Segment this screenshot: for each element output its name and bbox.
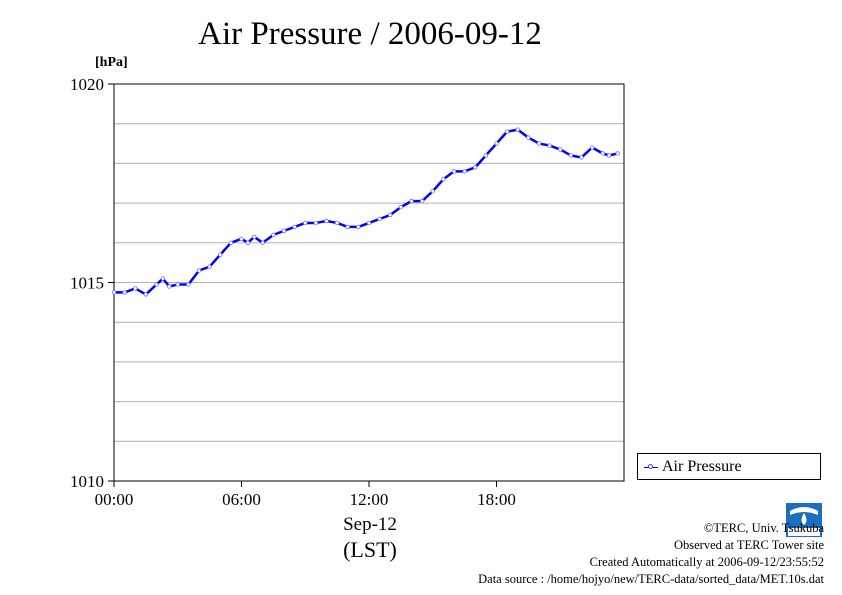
data-point (239, 236, 244, 242)
data-point (292, 224, 297, 230)
terc-logo (786, 503, 822, 537)
data-point (547, 143, 552, 148)
x-tick-label: 18:00 (477, 490, 516, 509)
data-point (568, 153, 574, 158)
data-point (111, 290, 117, 295)
legend-label: Air Pressure (662, 457, 742, 475)
y-tick-label: 1020 (70, 75, 104, 94)
data-point (122, 290, 127, 295)
data-point (430, 188, 435, 194)
data-point (281, 228, 287, 234)
data-point (303, 220, 308, 226)
data-point (526, 135, 531, 140)
data-point (388, 212, 393, 218)
series-line (114, 128, 618, 296)
y-tick-label: 1015 (70, 274, 104, 293)
footer-source: Data source : /home/hojyo/new/TERC-data/… (478, 572, 824, 586)
data-point (606, 153, 612, 158)
data-point (483, 153, 489, 158)
data-point (313, 220, 319, 226)
data-point (366, 220, 372, 226)
footer-observed: Observed at TERC Tower site (673, 538, 824, 552)
data-point (473, 165, 478, 170)
data-point (245, 240, 251, 245)
data-point (451, 169, 457, 174)
x-axis-date-label: Sep-12 (343, 514, 397, 535)
data-point (260, 240, 265, 245)
chart-title: Air Pressure / 2006-09-12 (198, 16, 542, 52)
data-point (228, 240, 234, 245)
legend-swatch (644, 461, 658, 473)
data-point (589, 145, 595, 150)
data-point (186, 282, 191, 287)
data-point (345, 224, 350, 230)
data-point (579, 155, 584, 160)
data-point (133, 286, 138, 291)
data-point (154, 282, 159, 287)
data-point (419, 198, 425, 204)
data-point (218, 252, 223, 257)
data-point (324, 218, 329, 224)
data-point (558, 147, 563, 152)
data-point (462, 169, 467, 174)
footer-copyright: ©TERC, Univ. Tsukuba (703, 521, 824, 535)
footer-created: Created Automatically at 2006-09-12/23:5… (589, 555, 824, 569)
data-point (196, 268, 202, 273)
data-point (377, 216, 382, 222)
y-axis-unit: [hPa] (95, 55, 128, 70)
x-tick-label: 00:00 (95, 490, 134, 509)
data-point (207, 264, 212, 269)
data-point (252, 234, 257, 240)
legend: Air Pressure (637, 453, 821, 480)
data-point (600, 151, 605, 156)
data-point (536, 141, 542, 146)
data-point (504, 129, 510, 134)
data-point (160, 276, 166, 281)
data-point (515, 127, 520, 132)
x-axis-timezone-label: (LST) (343, 537, 397, 562)
y-tick-label: 1010 (70, 472, 104, 491)
x-tick-label: 12:00 (350, 490, 389, 509)
footer-info: ©TERC, Univ. Tsukuba Observed at TERC To… (478, 520, 824, 588)
data-point (494, 141, 499, 146)
data-point (356, 224, 361, 230)
data-point (441, 177, 446, 182)
data-point (409, 198, 414, 204)
data-point (615, 151, 620, 156)
data-point (167, 284, 172, 289)
data-point (334, 220, 340, 226)
data-point (271, 232, 276, 238)
data-point (398, 204, 404, 210)
data-point (143, 292, 149, 297)
data-point (175, 282, 180, 287)
x-tick-label: 06:00 (222, 490, 261, 509)
